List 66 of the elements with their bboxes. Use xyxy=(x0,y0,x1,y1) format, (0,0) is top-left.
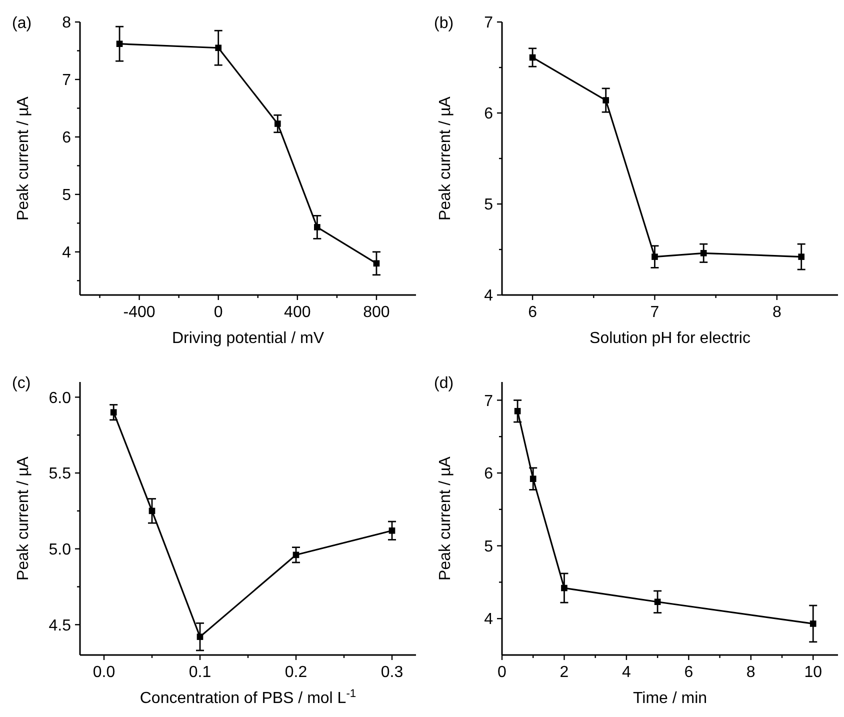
chart-title: (b) xyxy=(434,15,454,32)
x-tick-label: 8 xyxy=(772,304,782,321)
y-tick-label: 4 xyxy=(484,288,494,305)
point xyxy=(215,44,222,52)
point xyxy=(388,527,396,534)
point xyxy=(116,40,123,48)
y-tick-label: 6.0 xyxy=(48,390,72,407)
y-tick-label: 7 xyxy=(484,392,494,410)
y-tick-label: 5 xyxy=(484,538,494,556)
y-tick-label: 6 xyxy=(484,466,494,483)
point xyxy=(700,250,707,256)
y-tick-label: 7 xyxy=(484,14,494,32)
x-tick-label: 6 xyxy=(528,304,538,321)
point xyxy=(810,620,816,627)
point xyxy=(148,508,156,514)
point xyxy=(654,598,661,606)
point xyxy=(561,584,568,592)
x-tick-label: 800 xyxy=(363,304,390,321)
y-tick-label: 4.5 xyxy=(48,617,72,634)
point xyxy=(274,120,281,127)
point xyxy=(292,552,300,558)
point xyxy=(798,254,805,260)
chart-title: (a) xyxy=(12,15,32,32)
x-tick-label: 400 xyxy=(284,304,311,321)
chart-title: (c) xyxy=(12,375,31,392)
y-tick-label: 5 xyxy=(484,196,494,214)
y-axis-title: Peak current / µA xyxy=(15,96,32,220)
point xyxy=(602,97,610,104)
y-axis-title: Peak current / µA xyxy=(437,456,454,580)
y-tick-label: 5.0 xyxy=(48,541,72,558)
x-axis-title: Driving potential / mV xyxy=(172,330,324,347)
x-tick-label: 8 xyxy=(746,664,756,681)
point xyxy=(529,54,536,61)
y-tick-label: 6 xyxy=(484,106,494,123)
chart-title: (d) xyxy=(434,375,454,392)
x-tick-label: 6 xyxy=(684,664,694,681)
x-tick-label: 0.3 xyxy=(380,664,404,681)
y-axis-title: Peak current / µA xyxy=(15,456,32,580)
x-tick-label: 0.0 xyxy=(92,664,116,681)
point xyxy=(314,224,320,230)
x-tick-label: 0.2 xyxy=(284,664,308,681)
y-axis-title: Peak current / µA xyxy=(437,96,454,220)
x-tick-label: -400 xyxy=(123,304,156,321)
y-tick-label: 6 xyxy=(62,130,72,147)
point xyxy=(514,408,521,414)
point xyxy=(530,476,536,482)
x-axis-title: Solution pH for electric xyxy=(590,330,750,347)
y-tick-label: 5 xyxy=(62,187,72,204)
point xyxy=(196,634,204,640)
x-axis-title: Time / min xyxy=(632,690,708,707)
x-axis-title: Concentration of PBS / mol L$^{-1}$ xyxy=(140,688,356,707)
x-tick-label: 0.1 xyxy=(188,664,212,681)
point xyxy=(110,409,117,416)
point xyxy=(373,260,380,267)
x-tick-label: 0 xyxy=(498,664,507,681)
y-tick-label: 8 xyxy=(62,14,72,32)
point xyxy=(652,254,658,260)
x-tick-label: 0 xyxy=(214,304,223,321)
y-tick-label: 5.5 xyxy=(48,466,72,483)
y-tick-label: 7 xyxy=(62,72,72,90)
x-tick-label: 4 xyxy=(622,664,631,681)
x-tick-label: 7 xyxy=(650,304,660,321)
y-tick-label: 4 xyxy=(484,611,494,628)
y-tick-label: 4 xyxy=(62,244,72,262)
x-tick-label: 2 xyxy=(560,664,569,681)
x-tick-label: 10 xyxy=(804,664,822,681)
